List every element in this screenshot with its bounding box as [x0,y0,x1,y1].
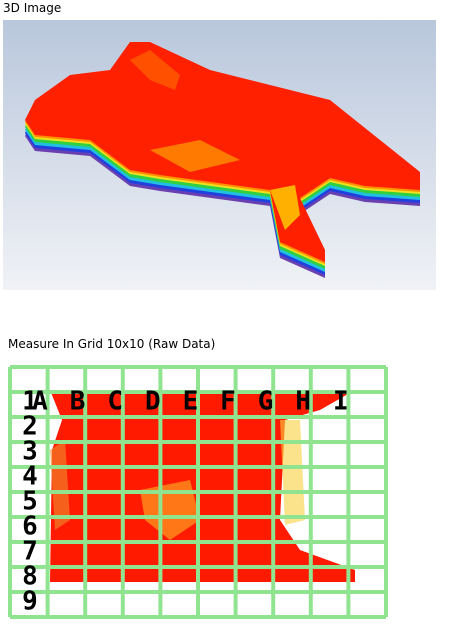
column-label: G [258,387,274,417]
row-label: 8 [22,562,38,592]
panel-title: 3D Image [3,1,62,15]
panel-title: Measure In Grid 10x10 (Raw Data) [8,337,216,351]
row-label: 1 [22,387,38,417]
row-label: 3 [22,437,38,467]
column-label: F [220,387,236,417]
column-label: A [32,387,48,417]
row-label: 9 [22,587,38,617]
row-label: 6 [22,512,38,542]
column-label: B [70,387,86,417]
column-label: I [333,387,349,417]
3d-view [3,20,436,290]
row-label: 2 [22,412,38,442]
row-label: 4 [22,462,38,492]
column-label: H [295,387,311,417]
row-label: 7 [22,537,38,567]
column-label: D [145,387,161,417]
column-label: C [107,387,123,417]
row-label: 5 [22,487,38,517]
column-label: E [183,387,199,417]
